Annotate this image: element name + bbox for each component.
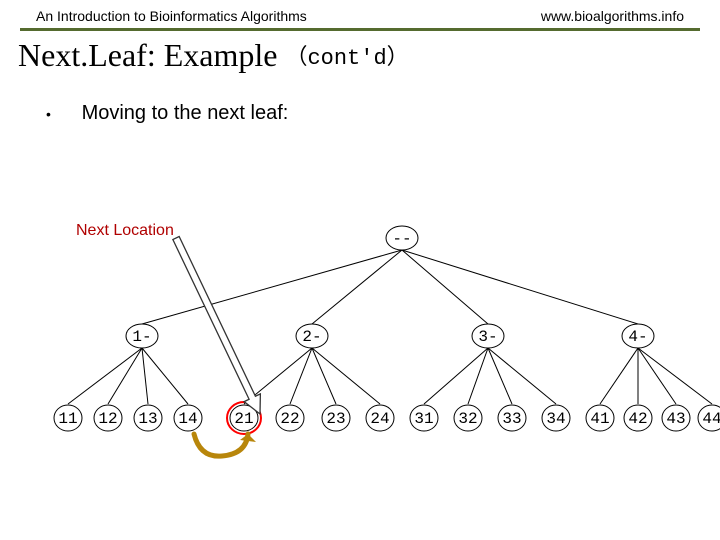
node-leaf: 31 [414,410,433,428]
node-leaf: 13 [138,410,157,428]
node-leaf: 21 [234,410,253,428]
node-leaf: 43 [666,410,685,428]
node-mid: 2- [302,328,321,346]
tree-diagram: -- 1- 2- 3- 4- 11 12 13 14 21 22 23 24 31 32 33 34 41 42 43… [0,0,720,540]
pointer-arrow [173,236,261,414]
node-leaf: 22 [280,410,299,428]
node-leaf: 14 [178,410,197,428]
node-leaf: 44 [702,410,720,428]
node-leaf: 32 [458,410,477,428]
node-leaf: 11 [58,410,77,428]
node-leaf: 42 [628,410,647,428]
node-leaf: 33 [502,410,521,428]
node-mid: 4- [628,328,647,346]
swirl-arrow-head [240,434,256,442]
node-leaf: 41 [590,410,609,428]
node-mid: 3- [478,328,497,346]
swirl-arrow [194,434,248,456]
node-leaf: 24 [370,410,389,428]
node-leaf: 34 [546,410,565,428]
node-leaf: 12 [98,410,117,428]
node-leaf: 23 [326,410,345,428]
node-root: -- [392,230,411,248]
node-mid: 1- [132,328,151,346]
